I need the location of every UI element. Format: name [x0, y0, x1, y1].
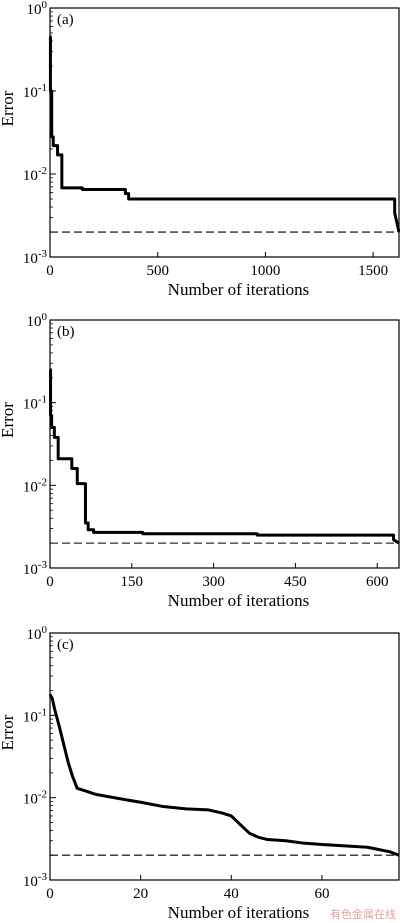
x-tick-label: 1000: [250, 263, 280, 279]
y-tick-label: 100: [27, 0, 48, 18]
panel-b: 0 150 300 450 600 100 10-1 10-2 10-3 Number of it…: [0, 311, 400, 610]
y-tick-label: 10-2: [23, 165, 47, 184]
error-series-line: [48, 35, 400, 233]
y-axis-title: Error: [0, 402, 17, 438]
error-series-line: [49, 368, 400, 545]
x-tick-label: 1500: [358, 263, 388, 279]
x-tick-label: 20: [133, 886, 148, 902]
panel-a: 0 500 1000 1500 100 10-1 10-2 10-3 Number of ite…: [0, 0, 400, 299]
y-tick-label: 100: [27, 311, 48, 330]
y-tick-label: 10-3: [23, 559, 48, 578]
panel-label: (a): [57, 12, 74, 28]
x-tick-label: 300: [202, 574, 225, 590]
x-tick-label: 150: [121, 574, 144, 590]
plot-frame: [49, 7, 400, 258]
y-axis-title: Error: [0, 90, 17, 126]
x-tick-label: 600: [366, 574, 389, 590]
y-tick-label: 10-1: [23, 394, 47, 413]
x-tick-label: 40: [224, 886, 239, 902]
x-axis-title: Number of iterations: [168, 280, 310, 299]
panel-c: 0 20 40 60 100 10-1 10-2 10-3 Number of iteratio…: [0, 624, 400, 922]
y-tick-label: 10-2: [23, 789, 47, 808]
panel-label: (b): [57, 324, 75, 340]
y-tick-label: 10-2: [23, 476, 47, 495]
x-tick-label: 450: [284, 574, 307, 590]
x-tick-label: 500: [146, 263, 169, 279]
x-tick-label: 0: [46, 263, 54, 279]
y-tick-label: 10-3: [23, 248, 48, 267]
y-tick-label: 100: [27, 624, 48, 643]
x-tick-label: 0: [46, 886, 54, 902]
plot-frame: [49, 632, 400, 881]
x-axis-title: Number of iterations: [168, 591, 310, 610]
error-series-line: [48, 693, 400, 857]
x-tick-label: 0: [46, 574, 54, 590]
y-tick-label: 10-1: [23, 706, 47, 725]
y-axis-title: Error: [0, 714, 17, 750]
x-axis-title: Number of iterations: [168, 903, 310, 922]
panel-label: (c): [57, 637, 74, 653]
plot-frame: [49, 319, 400, 569]
y-tick-label: 10-1: [23, 82, 47, 101]
y-tick-label: 10-3: [23, 871, 48, 890]
watermark: 有色金属在线: [330, 907, 396, 921]
x-tick-label: 60: [314, 886, 329, 902]
